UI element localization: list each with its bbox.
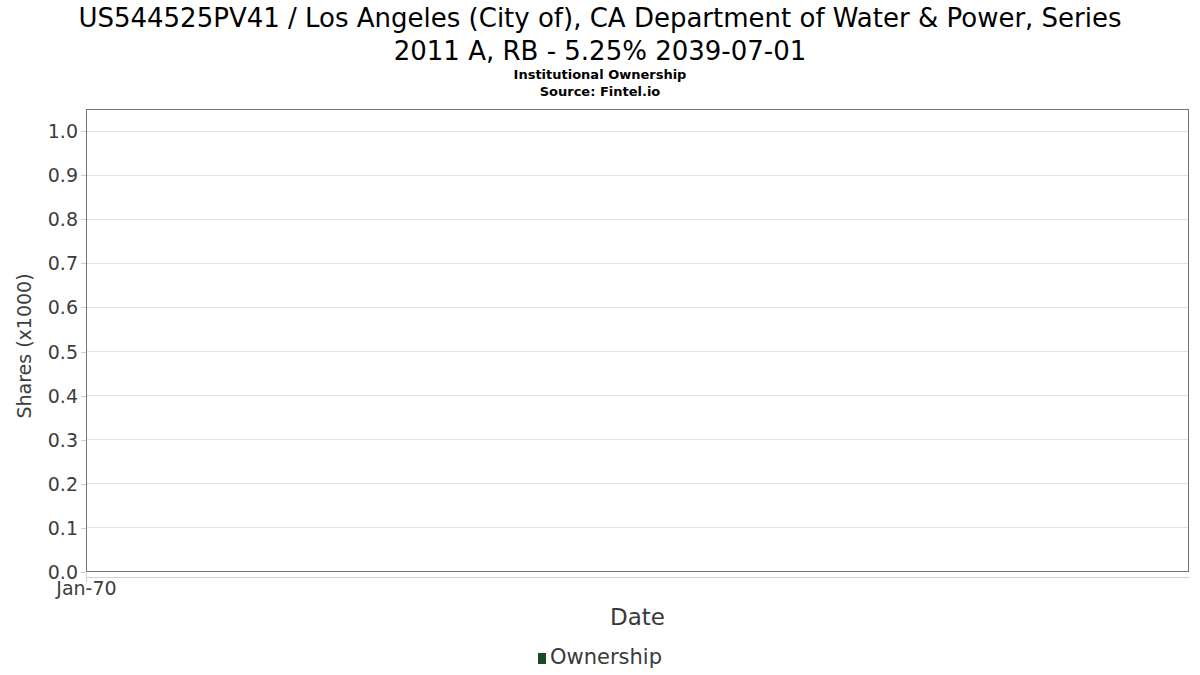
gridline [87, 219, 1188, 220]
y-tick-label: 0.5 [0, 341, 78, 363]
y-tick-label: 0.3 [0, 429, 78, 451]
gridline [87, 527, 1188, 528]
chart-subtitle: Institutional Ownership [0, 67, 1200, 82]
y-tick-label: 1.0 [0, 120, 78, 142]
gridline [87, 263, 1188, 264]
x-tick-label: Jan-70 [36, 577, 137, 599]
plot-area [86, 109, 1189, 572]
y-tick-label: 0.1 [0, 517, 78, 539]
y-tick [81, 396, 86, 397]
y-tick [81, 440, 86, 441]
gridline [87, 307, 1188, 308]
y-tick [81, 528, 86, 529]
x-axis-title: Date [86, 604, 1189, 630]
gridline [87, 131, 1188, 132]
legend: Ownership [0, 645, 1200, 669]
gridline [87, 351, 1188, 352]
legend-label: Ownership [550, 645, 662, 669]
y-tick [81, 263, 86, 264]
gridline [87, 439, 1188, 440]
chart: US544525PV41 / Los Angeles (City of), CA… [0, 0, 1200, 675]
y-tick-label: 0.7 [0, 252, 78, 274]
y-tick-label: 0.2 [0, 473, 78, 495]
chart-title: US544525PV41 / Los Angeles (City of), CA… [0, 2, 1200, 68]
chart-title-line-1: US544525PV41 / Los Angeles (City of), CA… [0, 2, 1200, 35]
y-tick [81, 175, 86, 176]
y-axis-title: Shares (x1000) [13, 273, 35, 418]
y-tick-label: 0.9 [0, 164, 78, 186]
y-tick [81, 219, 86, 220]
y-tick [81, 307, 86, 308]
y-tick [81, 484, 86, 485]
gridline [87, 175, 1188, 176]
legend-marker-square-icon [538, 653, 546, 664]
gridline [87, 395, 1188, 396]
gridline [87, 483, 1188, 484]
y-tick-label: 0.8 [0, 208, 78, 230]
chart-title-line-2: 2011 A, RB - 5.25% 2039-07-01 [0, 35, 1200, 68]
x-axis-line [86, 577, 1190, 578]
y-tick-label: 0.6 [0, 296, 78, 318]
y-tick-label: 0.4 [0, 385, 78, 407]
y-tick [81, 131, 86, 132]
y-tick [81, 352, 86, 353]
chart-source: Source: Fintel.io [0, 84, 1200, 99]
